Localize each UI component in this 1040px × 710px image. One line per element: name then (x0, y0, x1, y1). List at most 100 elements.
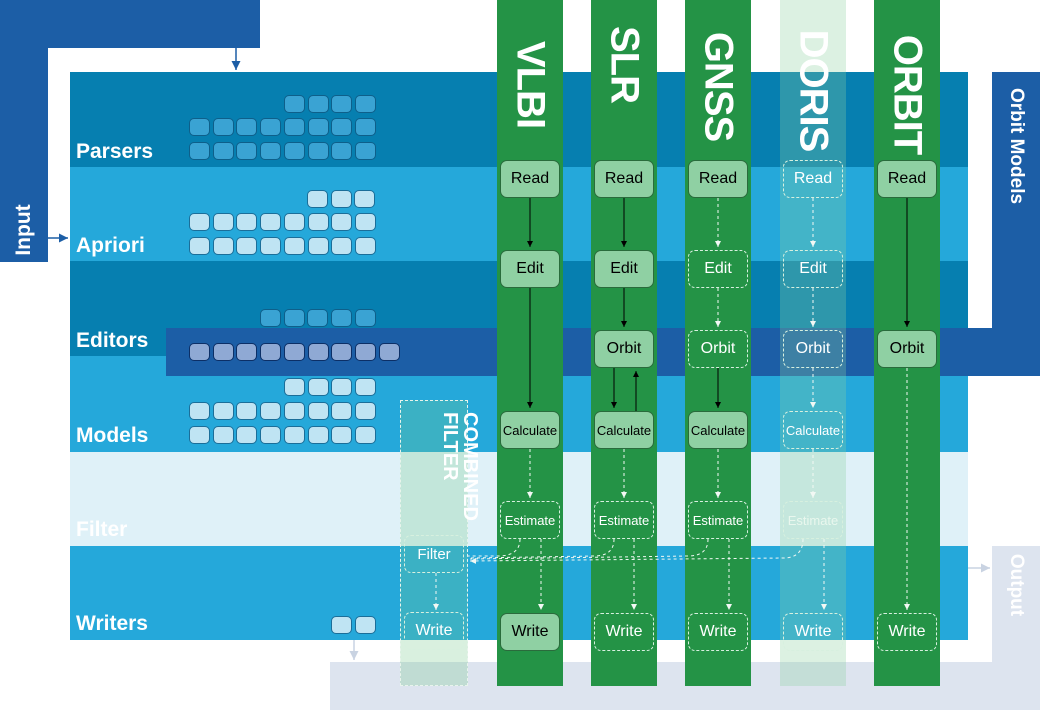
module-pill (331, 426, 353, 444)
module-pill (189, 426, 210, 444)
module-pill (331, 343, 353, 361)
orbit-orbit-box[interactable]: Orbit (877, 330, 937, 368)
layer-label-editors: Editors (76, 329, 149, 352)
module-pill (331, 95, 353, 113)
slr-write-box[interactable]: Write (594, 613, 654, 651)
gnss-edit-box[interactable]: Edit (688, 250, 748, 288)
gnss-estimate-box[interactable]: Estimate (688, 501, 748, 539)
orbit-write-box[interactable]: Write (877, 613, 937, 651)
vlbi-estimate-box[interactable]: Estimate (500, 501, 560, 539)
input-bar-left (0, 0, 48, 262)
layer-label-models: Models (76, 424, 149, 447)
module-pill (307, 309, 329, 327)
module-pill (212, 343, 234, 361)
module-pill (260, 237, 282, 255)
module-pill (260, 426, 282, 444)
layer-label-parsers: Parsers (76, 140, 154, 163)
combined-filter-box[interactable]: Filter (404, 535, 464, 573)
vlbi-calculate-box[interactable]: Calculate (500, 411, 560, 449)
doris-calculate-box[interactable]: Calculate (783, 411, 843, 449)
module-pill (331, 118, 353, 136)
module-pill (212, 237, 234, 255)
module-pill (355, 378, 377, 396)
slr-estimate-box[interactable]: Estimate (594, 501, 654, 539)
module-pill (236, 142, 258, 160)
module-pill (331, 309, 353, 327)
layer-label-apriori: Apriori (76, 234, 145, 257)
gnss-calculate-box[interactable]: Calculate (688, 411, 748, 449)
module-pill (283, 142, 305, 160)
module-pill (307, 378, 329, 396)
pipeline-column-orbit: ORBIT Read Orbit Write (874, 0, 940, 686)
pipeline-column-gnss: GNSS Read Edit Orbit Calculate Estimate … (685, 0, 751, 686)
module-pill (283, 343, 305, 361)
module-pill (283, 402, 305, 420)
vlbi-edit-box[interactable]: Edit (500, 250, 560, 288)
module-pill (212, 213, 234, 231)
module-pill (354, 237, 376, 255)
slr-read-box[interactable]: Read (594, 160, 654, 198)
module-pill (307, 142, 329, 160)
module-pill (260, 142, 282, 160)
module-pill (260, 118, 282, 136)
module-pill (354, 309, 376, 327)
slr-calculate-box[interactable]: Calculate (594, 411, 654, 449)
module-pill (236, 426, 258, 444)
module-pill (354, 343, 376, 361)
vlbi-write-box[interactable]: Write (500, 613, 560, 651)
doris-read-box[interactable]: Read (783, 160, 843, 198)
module-pill (354, 616, 376, 634)
module-pill (260, 213, 282, 231)
module-pill (354, 190, 376, 208)
slr-edit-box[interactable]: Edit (594, 250, 654, 288)
doris-estimate-box[interactable]: Estimate (783, 501, 843, 539)
module-pill (212, 402, 234, 420)
orbit-read-box[interactable]: Read (877, 160, 937, 198)
combined-filter-column (400, 400, 468, 686)
module-pill (307, 213, 329, 231)
module-pill (354, 402, 376, 420)
orbit-models-bar (992, 72, 1040, 376)
module-pill (260, 309, 281, 327)
module-pill (212, 142, 234, 160)
module-pill (354, 118, 376, 136)
layer-label-writers: Writers (76, 612, 148, 635)
slr-orbit-box[interactable]: Orbit (594, 330, 654, 368)
gnss-write-box[interactable]: Write (688, 613, 748, 651)
module-pill (236, 237, 258, 255)
module-pill (330, 190, 352, 208)
module-pill (307, 190, 328, 208)
module-pill (260, 402, 282, 420)
layer-label-filter: Filter (76, 518, 128, 541)
doris-edit-box[interactable]: Edit (783, 250, 843, 288)
vlbi-read-box[interactable]: Read (500, 160, 560, 198)
module-pill (283, 309, 305, 327)
module-pill (284, 95, 305, 113)
module-pill (236, 343, 258, 361)
module-pill (283, 118, 305, 136)
module-pill (331, 237, 353, 255)
pipeline-column-slr: SLR Read Edit Orbit Calculate Estimate W… (591, 0, 657, 686)
module-pill (236, 402, 258, 420)
module-pill (307, 95, 329, 113)
module-pill (354, 142, 376, 160)
module-pill (284, 378, 305, 396)
doris-write-box[interactable]: Write (783, 613, 843, 651)
module-pill (331, 616, 352, 634)
module-pill (354, 213, 376, 231)
combined-write-box[interactable]: Write (404, 612, 464, 650)
module-pill (236, 213, 258, 231)
module-pill (307, 402, 329, 420)
doris-orbit-box[interactable]: Orbit (783, 330, 843, 368)
module-pill (189, 213, 210, 231)
module-pill (283, 426, 305, 444)
gnss-orbit-box[interactable]: Orbit (688, 330, 748, 368)
module-pill (189, 402, 210, 420)
module-pill (189, 237, 210, 255)
module-pill (283, 237, 305, 255)
module-pill (189, 142, 210, 160)
gnss-read-box[interactable]: Read (688, 160, 748, 198)
module-pill (378, 343, 400, 361)
output-bar-right (992, 546, 1040, 710)
